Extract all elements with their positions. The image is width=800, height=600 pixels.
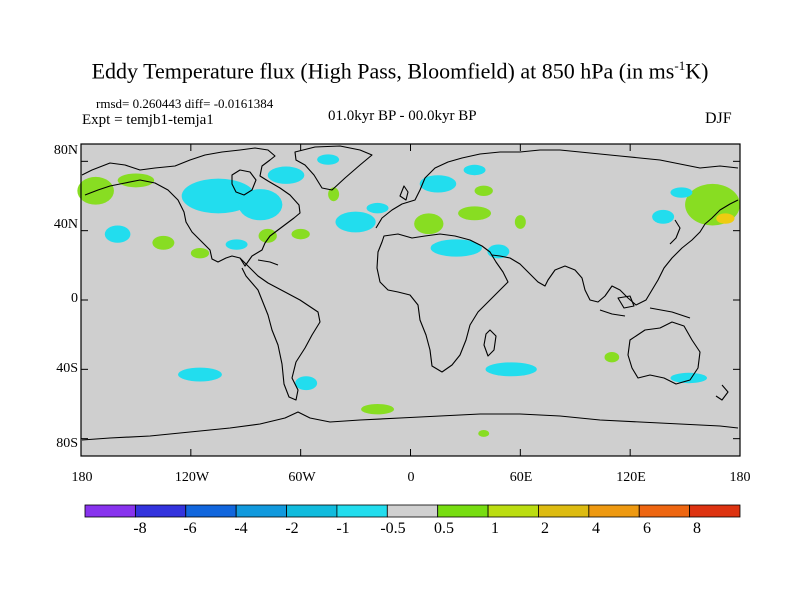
colorbar-label: 8 — [693, 520, 701, 537]
anomaly-southpacific-negative — [178, 367, 222, 382]
colorbar-swatch — [689, 504, 741, 518]
colorbar-swatch — [84, 504, 136, 518]
colorbar-swatch — [336, 504, 388, 518]
anomaly-southindian-positive — [604, 352, 620, 363]
colorbar-swatch — [235, 504, 287, 518]
anomaly-canada-negative — [181, 178, 255, 214]
y-tick-label: 40N — [53, 217, 78, 232]
colorbar-label: -4 — [234, 520, 248, 537]
anomaly-northafrica-negative — [430, 239, 482, 257]
colorbar-label: -0.5 — [380, 520, 406, 537]
colorbar-swatch — [286, 504, 338, 518]
anomaly-pacific-positive — [152, 235, 175, 250]
colorbar-label: 1 — [491, 520, 499, 537]
x-tick-label: 60E — [509, 470, 533, 485]
period-label: 01.0kyr BP - 00.0kyr BP — [328, 108, 477, 124]
coastlines — [81, 145, 739, 441]
anomaly-arctic-negative-2 — [463, 164, 486, 176]
colorbar-label: -2 — [285, 520, 299, 537]
colorbar-label: 0.5 — [434, 520, 454, 537]
anomaly-japan-negative — [652, 209, 675, 224]
x-tick-label: 60W — [288, 470, 316, 485]
stats-label: rmsd= 0.260443 diff= -0.0161384 — [96, 96, 274, 111]
colorbar-swatch — [638, 504, 691, 518]
anomaly-siberia-positive — [474, 185, 493, 196]
x-tick-label: 180 — [729, 470, 751, 485]
anomaly-southatlantic-positive — [361, 404, 395, 415]
anomaly-europe-positive — [414, 213, 444, 235]
colorbar-label: 2 — [541, 520, 549, 537]
experiment-label: Expt = temjb1-temja1 — [82, 112, 214, 128]
x-tick-label: 120W — [174, 470, 210, 485]
y-tick-label: 40S — [56, 361, 78, 376]
anomaly-atlantic-negative-2 — [366, 202, 389, 214]
anomaly-baffin-negative — [267, 166, 305, 184]
colorbar-label: -8 — [133, 520, 147, 537]
x-tick-label: 120E — [616, 470, 646, 485]
y-tick-label: 80N — [53, 143, 78, 158]
map-axes — [80, 143, 741, 457]
anomaly-scandinavia-negative — [419, 175, 457, 193]
anomaly-atlantic-west-positive — [291, 228, 310, 240]
anomaly-tasman-negative — [670, 372, 708, 384]
anomaly-arctic-negative — [317, 154, 340, 165]
colorbar-swatch — [185, 504, 237, 518]
colorbar-swatch — [437, 504, 489, 518]
colorbar-swatch — [386, 504, 439, 518]
anomaly-mexico-positive — [190, 248, 210, 259]
colorbar-label: -6 — [183, 520, 197, 537]
anomaly-hudson-negative — [238, 189, 283, 221]
chart-title: Eddy Temperature flux (High Pass, Bloomf… — [91, 58, 709, 84]
colorbar-label: 6 — [643, 520, 651, 537]
colorbar-swatch — [134, 504, 187, 518]
x-tick-label: 180 — [71, 470, 93, 485]
anomaly-patagonia-negative — [295, 376, 318, 391]
anomaly-siberia-negative — [670, 187, 693, 198]
season-label: DJF — [705, 110, 732, 127]
y-tick-label: 0 — [71, 291, 78, 306]
anomaly-greenland-positive — [328, 187, 340, 202]
colorbar-swatch — [588, 504, 640, 518]
y-tick-label: 80S — [56, 436, 78, 451]
anomaly-kamchatka-core — [716, 213, 735, 224]
colorbar-swatch — [487, 504, 539, 518]
anomaly-pacific-negative — [104, 225, 131, 243]
anomaly-antarctic-positive — [478, 430, 490, 437]
anomaly-southindian-negative — [485, 362, 537, 377]
anomaly-us-east-positive — [258, 228, 277, 243]
x-tick-label: 0 — [407, 470, 415, 485]
colorbar-label: 4 — [592, 520, 600, 537]
colorbar-label: -1 — [336, 520, 350, 537]
anomaly-russia-positive — [458, 206, 492, 221]
anomaly-gulf-negative — [225, 239, 248, 250]
anomaly-kazakh-positive — [514, 215, 526, 229]
anomaly-atlantic-negative — [335, 211, 376, 233]
colorbar-swatch — [538, 504, 590, 518]
